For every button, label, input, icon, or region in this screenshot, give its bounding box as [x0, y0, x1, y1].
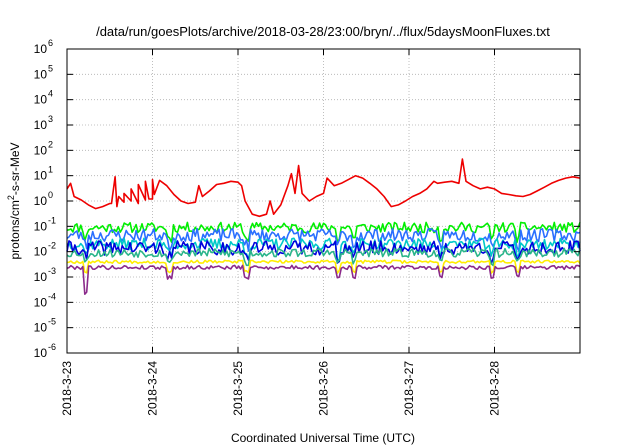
y-axis-label-suffix: -s-sr-MeV — [8, 142, 22, 195]
series-line-1 — [66, 158, 581, 218]
y-tick-label: 101 — [34, 165, 53, 183]
series-line-7 — [66, 259, 581, 275]
y-tick-label: 105 — [34, 63, 53, 81]
y-tick-label-exponent: -2 — [48, 241, 56, 251]
y-tick-label: 10-6 — [34, 342, 56, 360]
series-line-2 — [66, 221, 581, 244]
y-tick-label-base: 10 — [34, 42, 48, 56]
y-tick-label-base: 10 — [34, 194, 48, 208]
y-tick-label-base: 10 — [34, 219, 48, 233]
series-group — [66, 158, 581, 295]
x-tick-label: 2018-3-27 — [402, 361, 416, 416]
chart-title: /data/run/goesPlots/archive/2018-03-28/2… — [96, 24, 550, 39]
gridlines — [66, 48, 580, 354]
y-tick-label-exponent: -6 — [48, 342, 56, 352]
y-tick-label-base: 10 — [34, 67, 48, 81]
y-tick-label-base: 10 — [34, 295, 48, 309]
y-tick-label-exponent: 0 — [48, 190, 53, 200]
y-tick-label: 102 — [34, 139, 53, 157]
y-tick-label: 10-5 — [34, 317, 56, 335]
y-tick-label-exponent: -5 — [48, 317, 56, 327]
y-tick-label-base: 10 — [34, 270, 48, 284]
y-axis: 10-610-510-410-310-210-11001011021031041… — [34, 38, 580, 360]
y-tick-label-base: 10 — [34, 118, 48, 132]
y-tick-label-exponent: -1 — [48, 215, 56, 225]
y-tick-label: 106 — [34, 38, 53, 56]
y-tick-label-base: 10 — [34, 169, 48, 183]
x-tick-label: 2018-3-26 — [317, 361, 331, 416]
y-tick-label: 100 — [34, 190, 53, 208]
y-tick-label: 10-2 — [34, 241, 56, 259]
y-tick-label-exponent: -3 — [48, 266, 56, 276]
y-tick-label-base: 10 — [34, 143, 48, 157]
y-axis-label-superscript: 2 — [6, 195, 16, 200]
x-axis: 2018-3-23 2018-3-24 2018-3-25 2018-3-26 2018… — [60, 49, 502, 416]
y-tick-label: 10-1 — [34, 215, 56, 233]
y-tick-label-base: 10 — [34, 346, 48, 360]
y-tick-label: 103 — [34, 114, 53, 132]
x-axis-label: Coordinated Universal Time (UTC) — [231, 431, 415, 445]
y-tick-label-exponent: 6 — [48, 38, 53, 48]
y-tick-label-base: 10 — [34, 93, 48, 107]
y-axis-label-prefix: protons/cm — [8, 200, 22, 259]
y-tick-label-exponent: 2 — [48, 139, 53, 149]
y-tick-label-exponent: 3 — [48, 114, 53, 124]
y-tick-label: 104 — [34, 89, 53, 107]
y-tick-label: 10-4 — [34, 291, 56, 309]
x-tick-label: 2018-3-24 — [146, 361, 160, 416]
series-line-8 — [66, 264, 581, 295]
y-tick-label-exponent: 1 — [48, 165, 53, 175]
x-tick-label: 2018-3-28 — [488, 361, 502, 416]
x-tick-label: 2018-3-25 — [231, 361, 245, 416]
y-tick-label-exponent: 5 — [48, 63, 53, 73]
series-line-6 — [66, 247, 581, 267]
y-tick-label-exponent: 4 — [48, 89, 53, 99]
y-tick-label: 10-3 — [34, 266, 56, 284]
x-tick-label: 2018-3-23 — [60, 361, 74, 416]
y-tick-label-base: 10 — [34, 245, 48, 259]
y-tick-label-base: 10 — [34, 321, 48, 335]
y-axis-label: protons/cm2-s-sr-MeV — [6, 142, 22, 259]
y-tick-label-exponent: -4 — [48, 291, 56, 301]
